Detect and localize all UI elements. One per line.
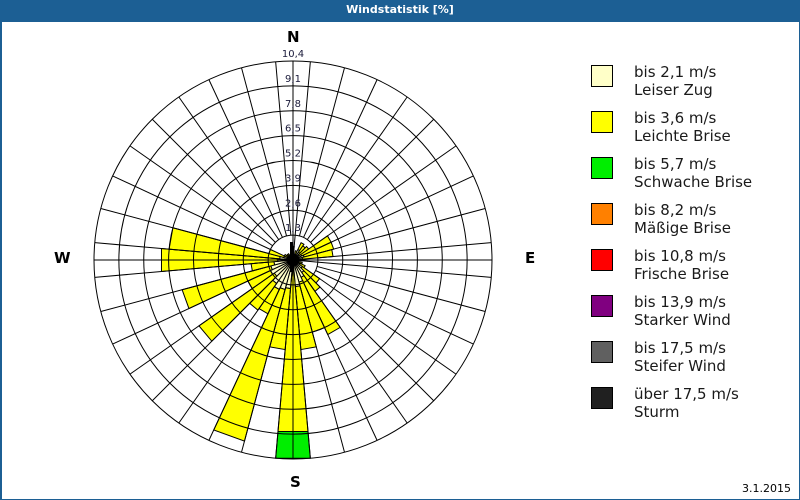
grid-spoke (306, 280, 408, 424)
legend-range: bis 3,6 m/s (634, 109, 717, 127)
legend-swatch (591, 157, 613, 179)
grid-spoke (303, 79, 378, 238)
grid-spoke (112, 270, 271, 345)
grid-spoke (316, 265, 486, 312)
grid-spoke (317, 242, 492, 259)
date-label: 3.1.2015 (742, 482, 791, 495)
grid-spoke (94, 242, 294, 261)
grid-spoke (178, 96, 280, 240)
legend-range: bis 2,1 m/s (634, 63, 717, 81)
compass-south: S (290, 473, 301, 491)
legend-item: bis 13,9 m/s Starker Wind (590, 292, 790, 338)
polar-grid (93, 60, 493, 460)
grid-spoke (303, 282, 378, 441)
grid-spoke (315, 175, 474, 250)
grid-spoke (129, 273, 273, 375)
legend-label: Starker Wind (634, 311, 731, 329)
legend-item: bis 3,6 m/s Leichte Brise (590, 108, 790, 154)
grid-spoke (306, 96, 408, 240)
legend-range: bis 8,2 m/s (634, 201, 717, 219)
grid-spoke (208, 79, 283, 238)
grid-spoke (298, 283, 345, 453)
wind-sector (297, 241, 305, 252)
radial-tick-label: 10,4 (282, 49, 304, 60)
radial-tick-label: 1,3 (285, 223, 301, 234)
wind-rose-chart: 1,3 2,6 3,9 5,2 6,5 7,8 9,1 10,4 (93, 49, 493, 460)
legend-swatch (591, 295, 613, 317)
radial-tick-label: 6,5 (285, 124, 301, 135)
grid-spoke (275, 259, 294, 459)
wind-rose-sectors (160, 227, 341, 459)
legend-item: bis 2,1 m/s Leiser Zug (590, 62, 790, 108)
legend-range: bis 13,9 m/s (634, 293, 726, 311)
legend-swatch (591, 249, 613, 271)
legend-swatch (591, 65, 613, 87)
legend-item: bis 10,8 m/s Frische Brise (590, 246, 790, 292)
legend-swatch (591, 111, 613, 133)
grid-spoke (178, 280, 280, 424)
compass-east: E (525, 249, 536, 267)
radial-tick-label: 5,2 (285, 149, 301, 160)
legend-range: bis 5,7 m/s (634, 155, 717, 173)
grid-spoke (292, 259, 492, 278)
grid-spoke (100, 265, 270, 312)
radial-tick-label: 3,9 (285, 173, 301, 184)
legend-label: Mäßige Brise (634, 219, 731, 237)
radial-tick-label: 9,1 (285, 74, 301, 85)
legend-item: bis 8,2 m/s Mäßige Brise (590, 200, 790, 246)
compass-north: N (287, 28, 300, 46)
legend-label: Schwache Brise (634, 173, 753, 191)
grid-spoke (298, 67, 345, 237)
grid-spoke (275, 61, 292, 236)
grid-spoke (310, 118, 435, 243)
legend: bis 2,1 m/s Leiser Zug bis 3,6 m/s Leichte… (590, 62, 790, 430)
compass-west: W (54, 249, 71, 267)
grid-spoke (241, 67, 288, 237)
radial-tick-labels: 1,3 2,6 3,9 5,2 6,5 7,8 9,1 10,4 (282, 49, 304, 234)
grid-spoke (151, 277, 276, 402)
grid-spoke (129, 145, 273, 247)
grid-spoke (100, 208, 270, 255)
legend-swatch (591, 203, 613, 225)
legend-range: über 17,5 m/s (634, 385, 739, 403)
grid-spoke (316, 208, 486, 255)
legend-range: bis 17,5 m/s (634, 339, 726, 357)
legend-swatch (591, 387, 613, 409)
grid-spoke (294, 284, 311, 459)
legend-label: Steifer Wind (634, 357, 726, 375)
legend-swatch (591, 341, 613, 363)
grid-spoke (315, 270, 474, 345)
legend-item: über 17,5 m/s Sturm (590, 384, 790, 430)
center-marker (290, 242, 293, 272)
chart-panel: 1,3 2,6 3,9 5,2 6,5 7,8 9,1 10,4 N E S W bis 2,… (1, 21, 800, 500)
radial-tick-label: 2,6 (285, 198, 301, 209)
grid-spoke (112, 175, 271, 250)
grid-spoke (94, 261, 269, 278)
legend-label: Frische Brise (634, 265, 730, 283)
window-title: Windstatistik [%] (0, 0, 800, 21)
legend-label: Leiser Zug (634, 81, 713, 99)
grid-spoke (313, 273, 457, 375)
radial-tick-label: 7,8 (285, 99, 301, 110)
legend-item: bis 17,5 m/s Steifer Wind (590, 338, 790, 384)
grid-spoke (292, 61, 311, 261)
grid-spoke (310, 277, 435, 402)
grid-spoke (208, 282, 283, 441)
grid-spoke (151, 118, 276, 243)
legend-range: bis 10,8 m/s (634, 247, 726, 265)
legend-label: Sturm (634, 403, 680, 421)
legend-label: Leichte Brise (634, 127, 731, 145)
legend-item: bis 5,7 m/s Schwache Brise (590, 154, 790, 200)
grid-spoke (241, 283, 288, 453)
grid-spoke (313, 145, 457, 247)
